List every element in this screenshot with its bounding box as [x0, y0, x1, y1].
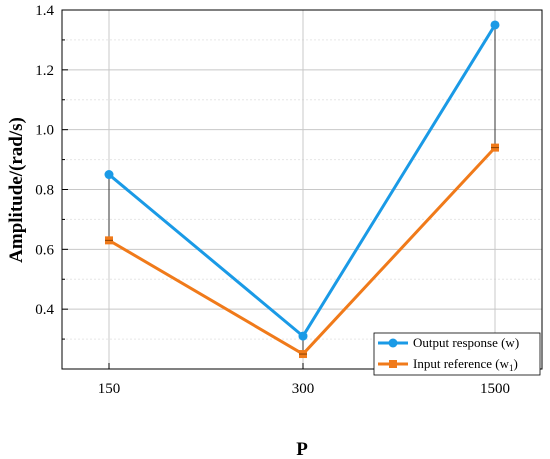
series-line-output	[108, 24, 497, 338]
x-tick-label: 1500	[480, 381, 510, 397]
y-tick-label: 0.6	[35, 242, 54, 258]
x-axis-title: P	[296, 439, 308, 459]
legend-label-input: Input reference (w1)	[413, 356, 518, 373]
data-point-output	[298, 331, 308, 341]
y-tick-label: 0.8	[35, 183, 54, 199]
legend-marker-output	[388, 338, 398, 348]
y-axis-title: Amplitude/(rad/s)	[6, 117, 27, 263]
grid-lines	[62, 10, 542, 369]
legend-label-input-main: Input reference (w	[413, 356, 510, 371]
legend: Output response (w) Input reference (w1)	[373, 332, 541, 376]
y-tick-label: 1.2	[35, 63, 54, 79]
x-tick-label: 150	[98, 381, 121, 397]
plot-area	[104, 20, 500, 359]
y-tick-label: 1.0	[35, 123, 54, 139]
data-point-output	[104, 170, 114, 180]
series-line-input	[108, 146, 497, 356]
legend-label-output: Output response (w)	[413, 335, 519, 350]
y-tick-label: 1.4	[35, 3, 54, 19]
legend-label-input-subscript: 1	[509, 363, 514, 373]
legend-box	[373, 332, 541, 376]
axis-ticks	[62, 39, 496, 369]
legend-label-input-suffix: )	[514, 356, 518, 371]
data-point-output	[490, 20, 500, 30]
legend-marker-input	[389, 360, 397, 368]
y-tick-label: 0.4	[35, 302, 54, 318]
tick-labels: 150 300 1500 0.4 0.6 0.8 1.0 1.2 1.4	[35, 3, 510, 397]
x-tick-label: 300	[292, 381, 315, 397]
